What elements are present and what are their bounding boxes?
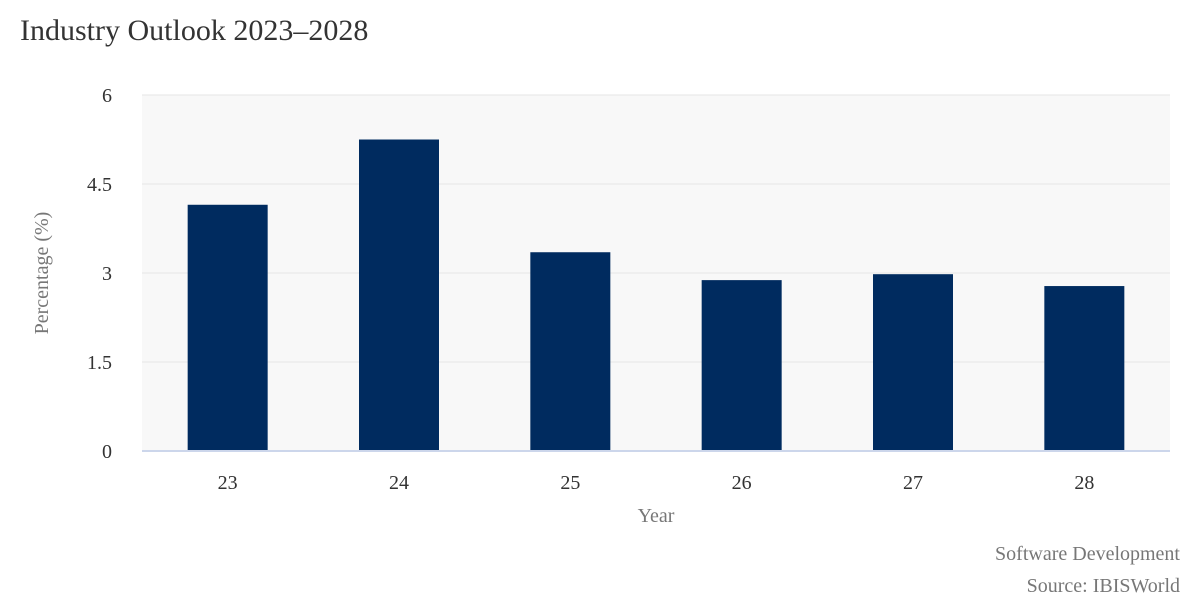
y-axis-title: Percentage (%)	[31, 212, 53, 335]
x-axis-title: Year	[638, 505, 675, 527]
x-tick-label: 23	[218, 472, 238, 494]
y-tick-label: 6	[102, 85, 112, 107]
bar-23[interactable]	[187, 204, 268, 451]
chart-subtitle: Software Development	[995, 543, 1180, 565]
x-tick-label: 24	[389, 472, 409, 494]
bar-25[interactable]	[530, 252, 611, 451]
y-tick-label: 3	[102, 263, 112, 285]
x-tick-label: 27	[903, 472, 923, 494]
y-tick-label: 0	[102, 441, 112, 463]
gridlines	[142, 94, 1170, 363]
y-tick-label: 4.5	[87, 174, 112, 196]
x-tick-label: 25	[560, 472, 580, 494]
x-axis-ticks: 23 24 25 26 27 28	[218, 472, 1095, 494]
bar-24[interactable]	[359, 139, 439, 452]
y-axis-ticks: 0 1.5 3 4.5 6	[87, 85, 112, 463]
x-tick-label: 28	[1074, 472, 1094, 494]
chart-title: Industry Outlook 2023–2028	[20, 14, 369, 47]
bar-27[interactable]	[873, 274, 953, 451]
bar-26[interactable]	[701, 280, 782, 451]
bar-28[interactable]	[1044, 286, 1125, 451]
x-tick-label: 26	[732, 472, 752, 494]
y-tick-label: 1.5	[87, 352, 112, 374]
chart-source: Source: IBISWorld	[1026, 575, 1180, 597]
bars	[187, 139, 1125, 452]
